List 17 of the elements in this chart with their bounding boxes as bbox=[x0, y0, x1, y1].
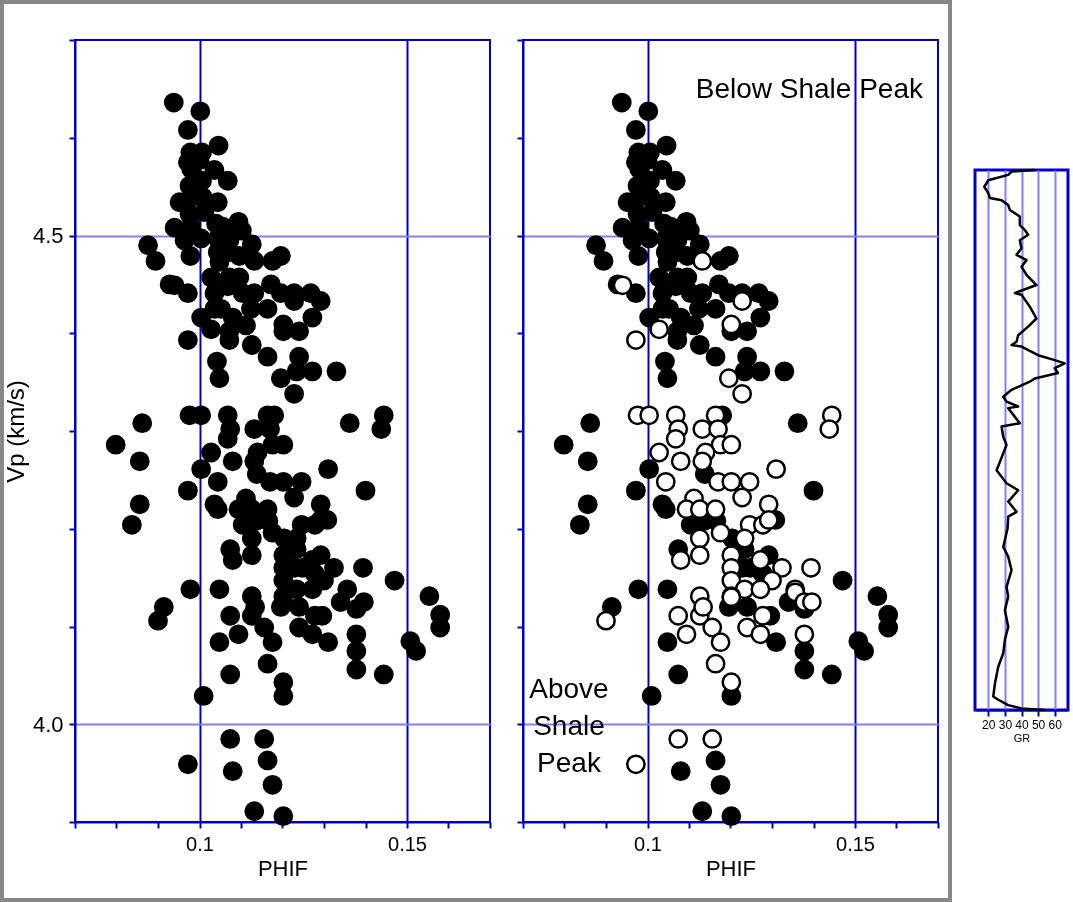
x-tick-label: 0.1 bbox=[186, 832, 214, 855]
y-tick-label: 4.5 bbox=[32, 223, 64, 248]
x-tick-label: 60 bbox=[1048, 717, 1063, 732]
x-tick-label: 0.15 bbox=[836, 832, 875, 855]
series-label: Below Shale Peak bbox=[695, 73, 924, 104]
x-axis-title: PHIF bbox=[257, 855, 309, 881]
x-axis-title: GR bbox=[1013, 731, 1031, 744]
x-tick-label: 0.15 bbox=[388, 832, 427, 855]
x-tick-label: 20 bbox=[982, 717, 996, 732]
x-tick-label: 30 bbox=[998, 717, 1013, 732]
x-tick-label: 0.1 bbox=[634, 832, 662, 855]
series-label: Above Shale Peak bbox=[529, 673, 609, 778]
y-tick-label: 4.0 bbox=[32, 711, 64, 737]
y-axis-title: Vp (km/s) bbox=[1, 380, 29, 483]
x-tick-label: 50 bbox=[1031, 717, 1046, 732]
x-tick-label: 40 bbox=[1015, 717, 1029, 732]
x-axis-title: PHIF bbox=[705, 855, 757, 881]
